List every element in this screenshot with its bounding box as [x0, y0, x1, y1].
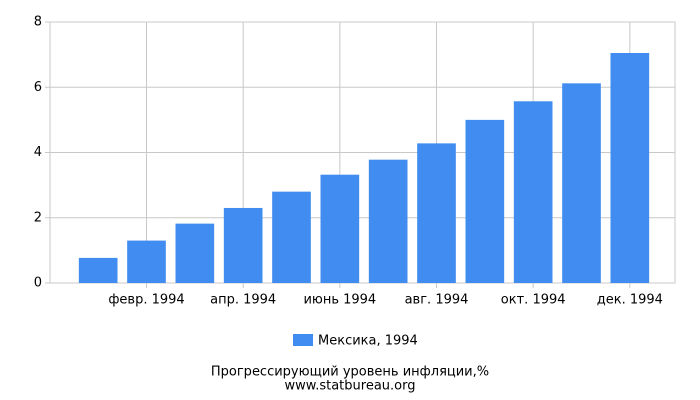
bar [610, 52, 650, 284]
bar [78, 257, 118, 283]
bar [417, 143, 456, 283]
x-tick-label: дек. 1994 [597, 293, 663, 308]
bar [368, 159, 408, 283]
bar [175, 223, 215, 283]
y-tick-label: 2 [34, 210, 42, 225]
x-tick-label: авг. 1994 [405, 293, 469, 308]
x-tick-label: февр. 1994 [108, 293, 184, 308]
legend-swatch [293, 334, 313, 346]
bar [320, 174, 360, 283]
chart-title: Прогрессирующий уровень инфляции,% [211, 365, 489, 380]
y-tick-label: 4 [34, 145, 42, 160]
bar [465, 119, 505, 283]
y-tick-label: 8 [34, 15, 42, 30]
bar [223, 207, 263, 283]
x-tick-label: окт. 1994 [501, 293, 566, 308]
legend-label: Мексика, 1994 [318, 334, 418, 349]
bar [127, 240, 166, 283]
y-tick-label: 0 [34, 276, 42, 291]
x-tick-label: апр. 1994 [210, 293, 276, 308]
bar [272, 191, 311, 283]
y-tick-label: 6 [34, 80, 42, 95]
bar [513, 101, 553, 283]
source: www.statbureau.org [285, 379, 416, 394]
x-tick-label: июнь 1994 [303, 293, 376, 308]
bar [562, 83, 601, 284]
